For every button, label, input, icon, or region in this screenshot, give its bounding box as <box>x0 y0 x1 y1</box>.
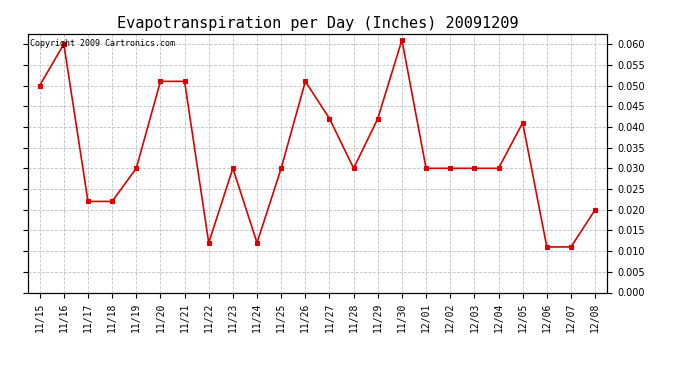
Title: Evapotranspiration per Day (Inches) 20091209: Evapotranspiration per Day (Inches) 2009… <box>117 16 518 31</box>
Text: Copyright 2009 Cartronics.com: Copyright 2009 Cartronics.com <box>30 39 175 48</box>
